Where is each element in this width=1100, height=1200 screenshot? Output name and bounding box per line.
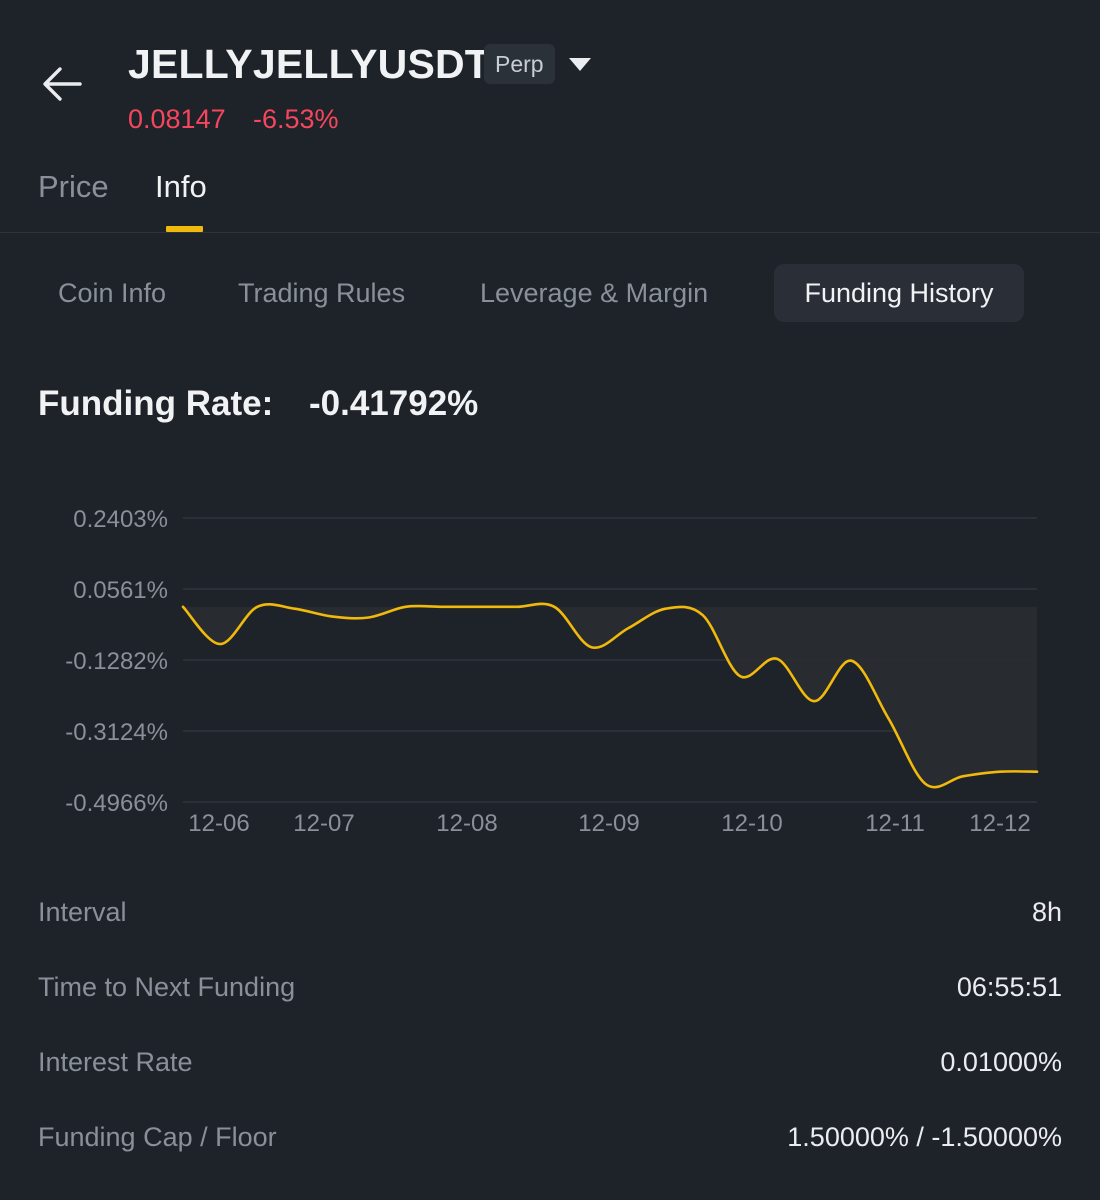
x-tick-label: 12-06 — [188, 810, 249, 837]
subtab-coin-info[interactable]: Coin Info — [58, 278, 167, 308]
x-tick-label: 12-10 — [721, 810, 782, 837]
tab-info[interactable]: Info — [155, 169, 207, 204]
funding-rate-chart[interactable]: 0.2403% 0.0561% -0.1282% -0.3124% -0.4966% 12… — [0, 490, 1100, 850]
series-line — [181, 602, 1039, 789]
caret-down-icon — [569, 58, 591, 71]
series-area — [183, 603, 1037, 788]
x-tick-label: 12-09 — [578, 810, 639, 837]
y-tick-label: 0.0561% — [73, 577, 168, 604]
x-tick-label: 12-11 — [865, 810, 925, 837]
active-tab-indicator — [166, 226, 203, 232]
x-tick-label: 12-07 — [293, 810, 354, 837]
funding-cap-label: Funding Cap / Floor — [38, 1122, 277, 1152]
symbol-dropdown-button[interactable] — [566, 52, 594, 76]
interest-rate-label: Interest Rate — [38, 1047, 193, 1077]
y-tick-label: 0.2403% — [73, 506, 168, 533]
subtab-funding-history[interactable]: Funding History — [774, 264, 1024, 322]
tabs-divider — [0, 232, 1100, 233]
info-row-next-funding: Time to Next Funding 06:55:51 — [38, 967, 1062, 1007]
interval-value: 8h — [1031, 897, 1062, 927]
x-tick-label: 12-08 — [436, 810, 497, 837]
next-funding-value: 06:55:51 — [956, 972, 1062, 1002]
info-row-funding-cap: Funding Cap / Floor 1.50000% / -1.50000% — [38, 1117, 1062, 1157]
x-tick-label: 12-12 — [969, 810, 1030, 837]
arrow-left-icon — [43, 67, 82, 101]
subtab-leverage-margin[interactable]: Leverage & Margin — [480, 278, 709, 308]
y-tick-label: -0.1282% — [65, 648, 168, 675]
info-row-interest-rate: Interest Rate 0.01000% — [38, 1042, 1062, 1082]
perp-badge: Perp — [484, 44, 555, 84]
interest-rate-value: 0.01000% — [940, 1047, 1062, 1077]
y-tick-label: -0.4966% — [65, 790, 168, 817]
funding-rate-label: Funding Rate: — [38, 384, 274, 423]
back-button[interactable] — [38, 62, 86, 106]
interval-label: Interval — [38, 897, 127, 927]
symbol-title[interactable]: JELLYJELLYUSDT — [128, 41, 491, 87]
funding-rate-value: -0.41792% — [309, 384, 479, 423]
next-funding-label: Time to Next Funding — [38, 972, 296, 1002]
last-price: 0.08147 — [128, 104, 226, 134]
funding-cap-value: 1.50000% / -1.50000% — [787, 1122, 1062, 1152]
info-row-interval: Interval 8h — [38, 892, 1062, 932]
y-tick-label: -0.3124% — [65, 719, 168, 746]
subtab-trading-rules[interactable]: Trading Rules — [238, 278, 406, 308]
tab-price[interactable]: Price — [38, 169, 109, 204]
price-change: -6.53% — [253, 104, 339, 134]
